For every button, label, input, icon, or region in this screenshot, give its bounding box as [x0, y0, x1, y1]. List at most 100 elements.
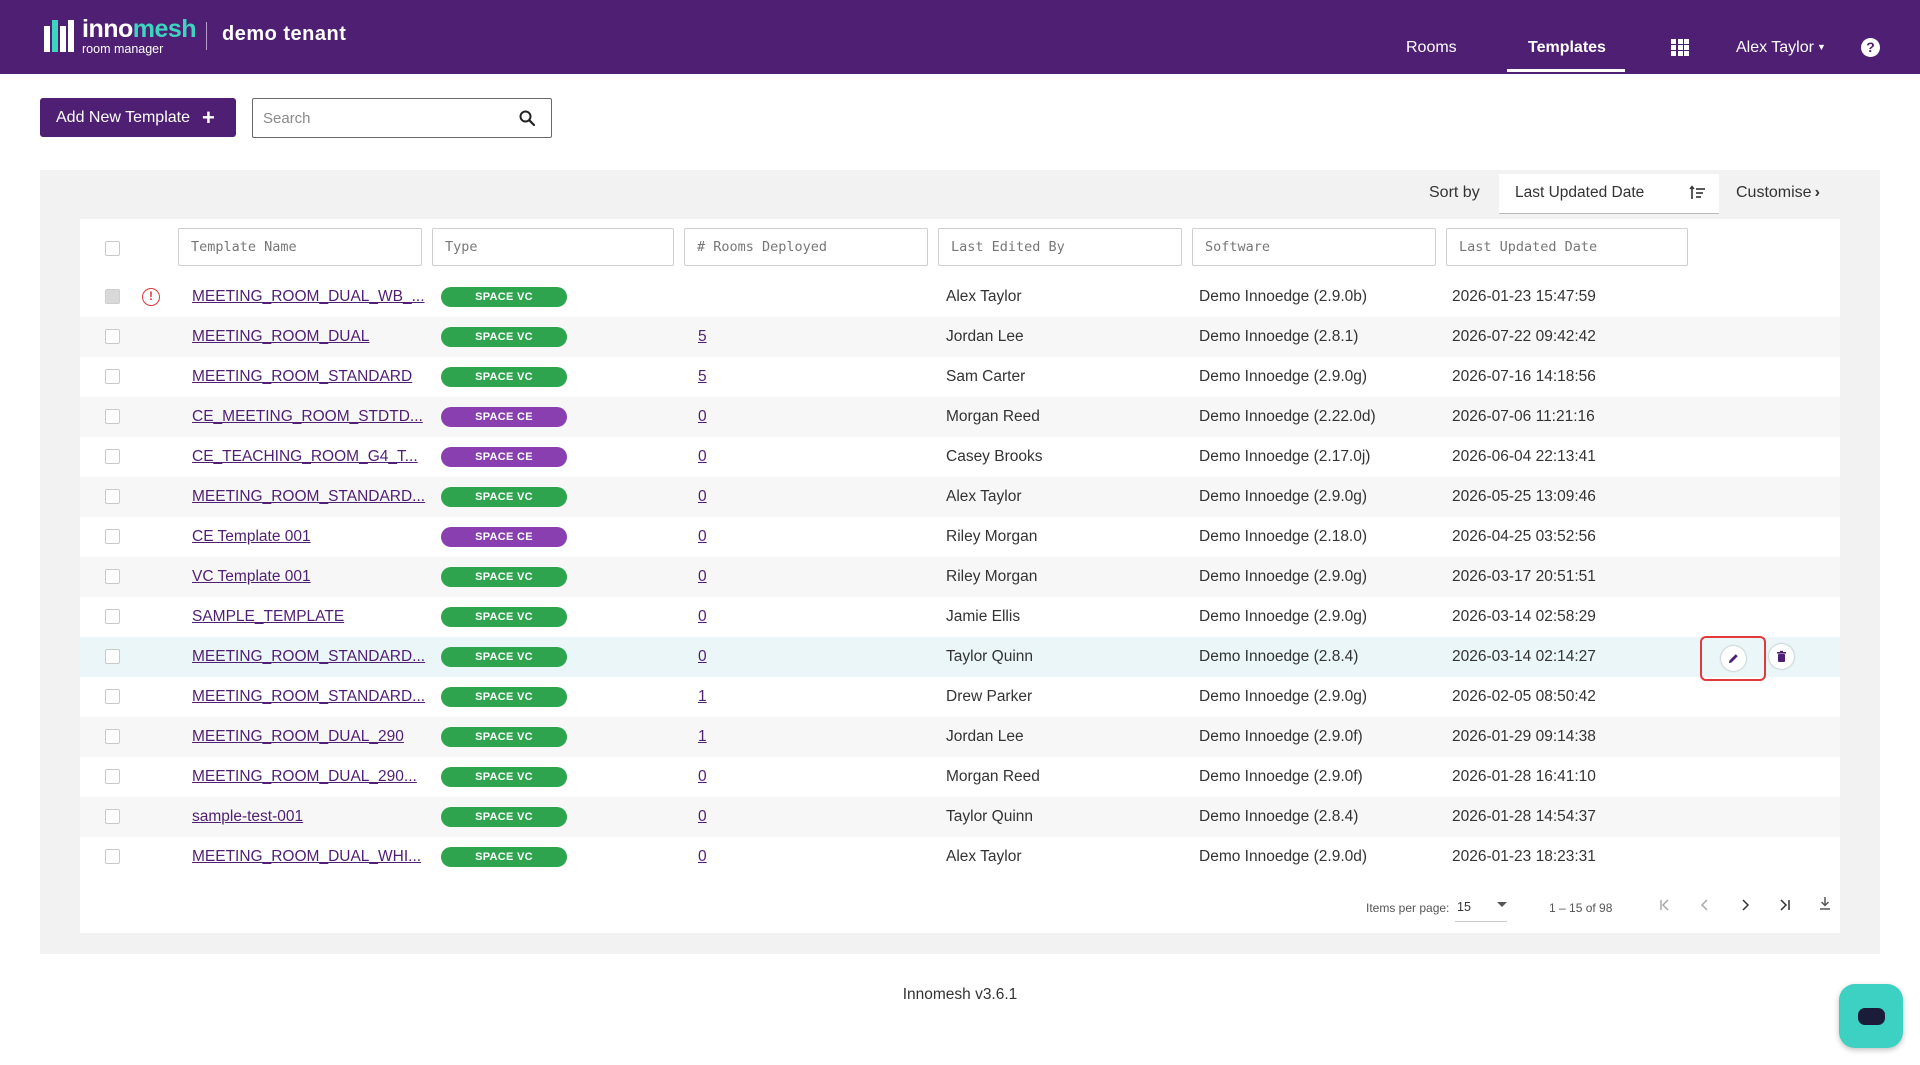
table-row[interactable]: CE_MEETING_ROOM_STDTD... SPACE CE 0 Morg… [80, 397, 1840, 437]
table-row[interactable]: MEETING_ROOM_DUAL_WHI... SPACE VC 0 Alex… [80, 837, 1840, 877]
pencil-icon[interactable] [1721, 646, 1746, 671]
template-name-link[interactable]: MEETING_ROOM_STANDARD... [192, 488, 426, 505]
help-icon[interactable]: ? [1861, 38, 1880, 57]
row-checkbox[interactable] [105, 529, 120, 544]
last-page-icon[interactable] [1777, 897, 1793, 913]
chat-launcher-button[interactable] [1839, 984, 1903, 1048]
grid-apps-icon[interactable] [1671, 39, 1689, 56]
template-name-link[interactable]: MEETING_ROOM_STANDARD... [192, 648, 426, 665]
nav-rooms[interactable]: Rooms [1406, 39, 1457, 56]
template-name-link[interactable]: MEETING_ROOM_STANDARD... [192, 688, 426, 705]
table-row[interactable]: MEETING_ROOM_DUAL_290... SPACE VC 0 Morg… [80, 757, 1840, 797]
template-name-link[interactable]: sample-test-001 [192, 808, 304, 825]
sort-descending-icon[interactable] [1689, 185, 1707, 201]
add-new-template-button[interactable]: Add New Template + [40, 98, 236, 137]
table-row[interactable]: MEETING_ROOM_STANDARD... SPACE VC 1 Drew… [80, 677, 1840, 717]
row-checkbox[interactable] [105, 849, 120, 864]
filter-rooms-deployed[interactable]: # Rooms Deployed [684, 228, 928, 266]
software-version: Demo Innoedge (2.17.0j) [1199, 448, 1371, 465]
table-row[interactable]: MEETING_ROOM_STANDARD SPACE VC 5 Sam Car… [80, 357, 1840, 397]
template-name-link[interactable]: MEETING_ROOM_DUAL_WHI... [192, 848, 422, 865]
template-name-link[interactable]: CE_TEACHING_ROOM_G4_T... [192, 448, 418, 465]
template-name-link[interactable]: SAMPLE_TEMPLATE [192, 608, 345, 625]
table-row[interactable]: VC Template 001 SPACE VC 0 Riley Morgan … [80, 557, 1840, 597]
caret-down-icon[interactable] [1497, 902, 1507, 907]
filter-type[interactable]: Type [432, 228, 674, 266]
rooms-deployed-link[interactable]: 1 [698, 728, 707, 745]
table-row[interactable]: sample-test-001 SPACE VC 0 Taylor Quinn … [80, 797, 1840, 837]
rooms-deployed-link[interactable]: 0 [698, 648, 707, 665]
row-checkbox[interactable] [105, 369, 120, 384]
download-icon[interactable] [1817, 895, 1833, 911]
warning-icon[interactable]: ! [142, 288, 160, 306]
rooms-deployed-link[interactable]: 0 [698, 488, 707, 505]
row-checkbox[interactable] [105, 729, 120, 744]
first-page-icon[interactable] [1657, 897, 1673, 913]
table-row[interactable]: CE_TEACHING_ROOM_G4_T... SPACE CE 0 Case… [80, 437, 1840, 477]
edit-template-button[interactable] [1700, 636, 1766, 681]
row-checkbox[interactable] [105, 329, 120, 344]
trash-icon[interactable] [1769, 644, 1794, 669]
search-icon[interactable] [519, 110, 535, 126]
filter-last-edited-by[interactable]: Last Edited By [938, 228, 1182, 266]
customise-button[interactable]: Customise › [1736, 184, 1820, 202]
user-name: Alex Taylor [1736, 39, 1814, 56]
template-name-link[interactable]: VC Template 001 [192, 568, 311, 585]
table-row[interactable]: MEETING_ROOM_DUAL SPACE VC 5 Jordan Lee … [80, 317, 1840, 357]
filter-template-name[interactable]: Template Name [178, 228, 422, 266]
last-edited-by: Morgan Reed [946, 768, 1040, 785]
rooms-deployed-link[interactable]: 5 [698, 368, 707, 385]
row-checkbox[interactable] [105, 809, 120, 824]
table-row[interactable]: ! MEETING_ROOM_DUAL_WB_... SPACE VC Alex… [80, 277, 1840, 317]
table-row[interactable]: CE Template 001 SPACE CE 0 Riley Morgan … [80, 517, 1840, 557]
search-input[interactable] [263, 108, 513, 128]
row-checkbox[interactable] [105, 569, 120, 584]
rooms-deployed-link[interactable]: 0 [698, 448, 707, 465]
rooms-deployed-link[interactable]: 0 [698, 608, 707, 625]
last-updated-date: 2026-07-16 14:18:56 [1452, 368, 1596, 385]
delete-template-button[interactable] [1769, 644, 1794, 669]
template-name-link[interactable]: MEETING_ROOM_STANDARD [192, 368, 413, 385]
table-row-hovered[interactable]: MEETING_ROOM_STANDARD... SPACE VC 0 Tayl… [80, 637, 1840, 677]
select-all-checkbox[interactable] [105, 241, 120, 256]
sort-by-value: Last Updated Date [1515, 184, 1645, 201]
template-name-link[interactable]: MEETING_ROOM_DUAL [192, 328, 370, 345]
template-name-link[interactable]: MEETING_ROOM_DUAL_290... [192, 768, 417, 785]
rooms-deployed-link[interactable]: 0 [698, 408, 707, 425]
type-badge: SPACE VC [441, 687, 567, 707]
chat-icon [1858, 1008, 1885, 1025]
rooms-deployed-link[interactable]: 0 [698, 568, 707, 585]
row-checkbox[interactable] [105, 689, 120, 704]
table-row[interactable]: MEETING_ROOM_DUAL_290 SPACE VC 1 Jordan … [80, 717, 1840, 757]
table-row[interactable]: SAMPLE_TEMPLATE SPACE VC 0 Jamie Ellis D… [80, 597, 1840, 637]
row-checkbox[interactable] [105, 609, 120, 624]
user-menu[interactable]: Alex Taylor ▼ [1736, 39, 1826, 57]
filter-software[interactable]: Software [1192, 228, 1436, 266]
items-per-page-select[interactable]: 15 [1457, 900, 1471, 914]
template-name-link[interactable]: MEETING_ROOM_DUAL_290 [192, 728, 404, 745]
chevron-right-icon[interactable] [1737, 897, 1753, 913]
filter-last-updated-date[interactable]: Last Updated Date [1446, 228, 1688, 266]
template-name-link[interactable]: CE Template 001 [192, 528, 311, 545]
row-checkbox[interactable] [105, 769, 120, 784]
rooms-deployed-link[interactable]: 0 [698, 528, 707, 545]
rooms-deployed-link[interactable]: 0 [698, 768, 707, 785]
template-name-link[interactable]: CE_MEETING_ROOM_STDTD... [192, 408, 423, 425]
row-checkbox[interactable] [105, 649, 120, 664]
innomesh-logo[interactable]: innomesh room manager [44, 17, 197, 56]
rooms-deployed-link[interactable]: 5 [698, 328, 707, 345]
nav-templates[interactable]: Templates [1528, 39, 1606, 56]
chevron-left-icon[interactable] [1697, 897, 1713, 913]
sort-by-select[interactable]: Last Updated Date [1499, 174, 1719, 214]
template-name-link[interactable]: MEETING_ROOM_DUAL_WB_... [192, 288, 425, 305]
row-checkbox[interactable] [105, 449, 120, 464]
rooms-deployed-link[interactable]: 0 [698, 848, 707, 865]
row-checkbox[interactable] [105, 489, 120, 504]
table-row[interactable]: MEETING_ROOM_STANDARD... SPACE VC 0 Alex… [80, 477, 1840, 517]
rooms-deployed-link[interactable]: 1 [698, 688, 707, 705]
rooms-deployed-link[interactable]: 0 [698, 808, 707, 825]
search-field[interactable] [252, 98, 552, 138]
last-updated-date: 2026-05-25 13:09:46 [1452, 488, 1596, 505]
row-checkbox[interactable] [105, 409, 120, 424]
software-version: Demo Innoedge (2.9.0g) [1199, 608, 1368, 625]
